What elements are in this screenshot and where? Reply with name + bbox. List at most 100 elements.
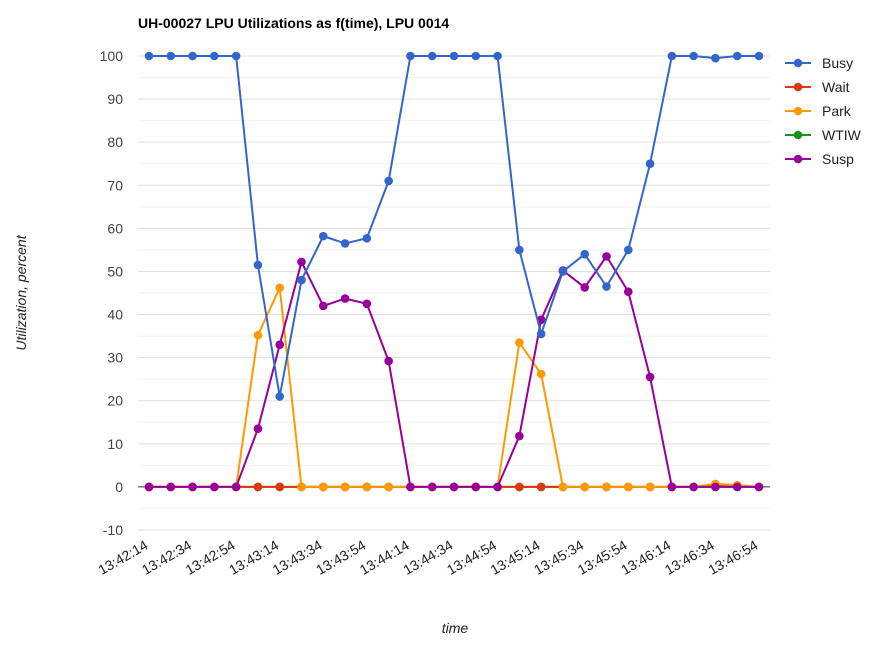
data-point-park[interactable] bbox=[297, 482, 306, 492]
data-point-busy[interactable] bbox=[427, 51, 437, 61]
series-lines bbox=[144, 51, 764, 492]
legend-item-wait[interactable]: Wait bbox=[785, 79, 850, 95]
data-point-busy[interactable] bbox=[406, 51, 415, 61]
data-point-busy[interactable] bbox=[536, 329, 546, 339]
data-point-busy[interactable] bbox=[645, 159, 655, 169]
data-point-susp[interactable] bbox=[427, 482, 437, 492]
legend-item-susp[interactable]: Susp bbox=[785, 151, 854, 167]
gridlines bbox=[138, 55, 770, 531]
data-point-busy[interactable] bbox=[210, 51, 219, 61]
data-point-park[interactable] bbox=[623, 482, 633, 492]
data-point-park[interactable] bbox=[602, 482, 611, 492]
data-point-susp[interactable] bbox=[580, 283, 590, 292]
data-point-susp[interactable] bbox=[253, 424, 263, 434]
data-point-busy[interactable] bbox=[754, 51, 764, 61]
data-point-park[interactable] bbox=[275, 283, 285, 293]
data-point-busy[interactable] bbox=[275, 392, 285, 401]
data-point-park[interactable] bbox=[318, 482, 328, 492]
data-point-park[interactable] bbox=[362, 482, 372, 492]
series-line-busy bbox=[149, 55, 759, 398]
data-point-busy[interactable] bbox=[166, 51, 176, 61]
legend-label: WTIW bbox=[822, 127, 862, 143]
data-point-busy[interactable] bbox=[231, 51, 241, 61]
data-point-susp[interactable] bbox=[340, 294, 350, 303]
data-point-busy[interactable] bbox=[623, 245, 633, 255]
data-point-susp[interactable] bbox=[711, 482, 720, 492]
data-point-susp[interactable] bbox=[166, 482, 176, 492]
data-point-susp[interactable] bbox=[732, 482, 742, 492]
data-point-wait[interactable] bbox=[275, 482, 285, 492]
data-point-susp[interactable] bbox=[275, 340, 285, 350]
data-point-busy[interactable] bbox=[188, 51, 197, 61]
data-point-susp[interactable] bbox=[144, 482, 154, 492]
data-point-susp[interactable] bbox=[493, 482, 502, 492]
data-point-susp[interactable] bbox=[297, 257, 306, 267]
data-point-susp[interactable] bbox=[689, 482, 698, 492]
legend-item-wtiw[interactable]: WTIW bbox=[785, 127, 862, 143]
data-point-park[interactable] bbox=[580, 482, 590, 492]
data-point-park[interactable] bbox=[536, 369, 546, 379]
data-point-busy[interactable] bbox=[689, 51, 698, 61]
data-point-busy[interactable] bbox=[449, 51, 459, 61]
data-point-susp[interactable] bbox=[188, 482, 197, 492]
data-point-park[interactable] bbox=[340, 482, 350, 492]
data-point-wait[interactable] bbox=[253, 482, 263, 492]
data-point-susp[interactable] bbox=[362, 299, 372, 309]
x-axis-ticks: 13:42:1413:42:3413:42:5413:43:1413:43:34… bbox=[95, 537, 760, 578]
series-susp bbox=[144, 252, 764, 492]
legend-item-park[interactable]: Park bbox=[785, 103, 852, 119]
data-point-susp[interactable] bbox=[602, 252, 611, 261]
legend-label: Busy bbox=[822, 55, 853, 71]
data-point-susp[interactable] bbox=[210, 482, 219, 492]
data-point-susp[interactable] bbox=[667, 482, 677, 492]
legend-item-busy[interactable]: Busy bbox=[785, 55, 853, 71]
legend[interactable]: Busy Wait Park WTIW Susp bbox=[785, 55, 862, 167]
data-point-busy[interactable] bbox=[253, 260, 263, 270]
y-axis-label: Utilization, percent bbox=[13, 234, 29, 350]
data-point-busy[interactable] bbox=[318, 231, 328, 241]
legend-swatch-marker bbox=[793, 106, 803, 116]
y-tick-label: 40 bbox=[107, 307, 123, 323]
y-tick-label: 10 bbox=[107, 436, 123, 452]
data-point-busy[interactable] bbox=[362, 233, 372, 243]
data-point-busy[interactable] bbox=[471, 51, 481, 61]
data-point-park[interactable] bbox=[384, 482, 393, 492]
series-busy bbox=[144, 51, 764, 401]
data-point-busy[interactable] bbox=[515, 245, 524, 255]
data-point-wait[interactable] bbox=[536, 482, 546, 492]
data-point-susp[interactable] bbox=[406, 482, 415, 492]
legend-swatch-marker bbox=[793, 58, 803, 68]
data-point-busy[interactable] bbox=[558, 267, 568, 276]
data-point-susp[interactable] bbox=[384, 356, 393, 366]
data-point-park[interactable] bbox=[253, 330, 263, 340]
legend-label: Park bbox=[822, 103, 852, 119]
data-point-busy[interactable] bbox=[384, 176, 393, 186]
data-point-park[interactable] bbox=[558, 482, 568, 492]
data-point-busy[interactable] bbox=[493, 51, 502, 61]
data-point-susp[interactable] bbox=[318, 301, 328, 311]
data-point-busy[interactable] bbox=[144, 51, 154, 61]
data-point-susp[interactable] bbox=[231, 482, 241, 492]
data-point-busy[interactable] bbox=[667, 51, 677, 61]
data-point-busy[interactable] bbox=[297, 275, 306, 285]
data-point-wait[interactable] bbox=[515, 482, 524, 492]
data-point-susp[interactable] bbox=[623, 287, 633, 297]
y-tick-label: 50 bbox=[107, 263, 123, 279]
data-point-busy[interactable] bbox=[732, 51, 742, 61]
x-axis-label: time bbox=[442, 620, 469, 636]
data-point-busy[interactable] bbox=[711, 53, 720, 63]
data-point-susp[interactable] bbox=[471, 482, 481, 492]
data-point-susp[interactable] bbox=[754, 482, 764, 492]
chart-title: UH-00027 LPU Utilizations as f(time), LP… bbox=[138, 15, 449, 31]
y-tick-label: 90 bbox=[107, 91, 123, 107]
data-point-busy[interactable] bbox=[580, 249, 590, 259]
data-point-busy[interactable] bbox=[340, 239, 350, 248]
data-point-susp[interactable] bbox=[645, 372, 655, 382]
data-point-park[interactable] bbox=[515, 338, 524, 347]
data-point-susp[interactable] bbox=[515, 431, 524, 441]
legend-swatch-marker bbox=[793, 130, 803, 140]
data-point-park[interactable] bbox=[645, 482, 655, 492]
data-point-busy[interactable] bbox=[602, 282, 611, 291]
data-point-susp[interactable] bbox=[449, 482, 459, 492]
